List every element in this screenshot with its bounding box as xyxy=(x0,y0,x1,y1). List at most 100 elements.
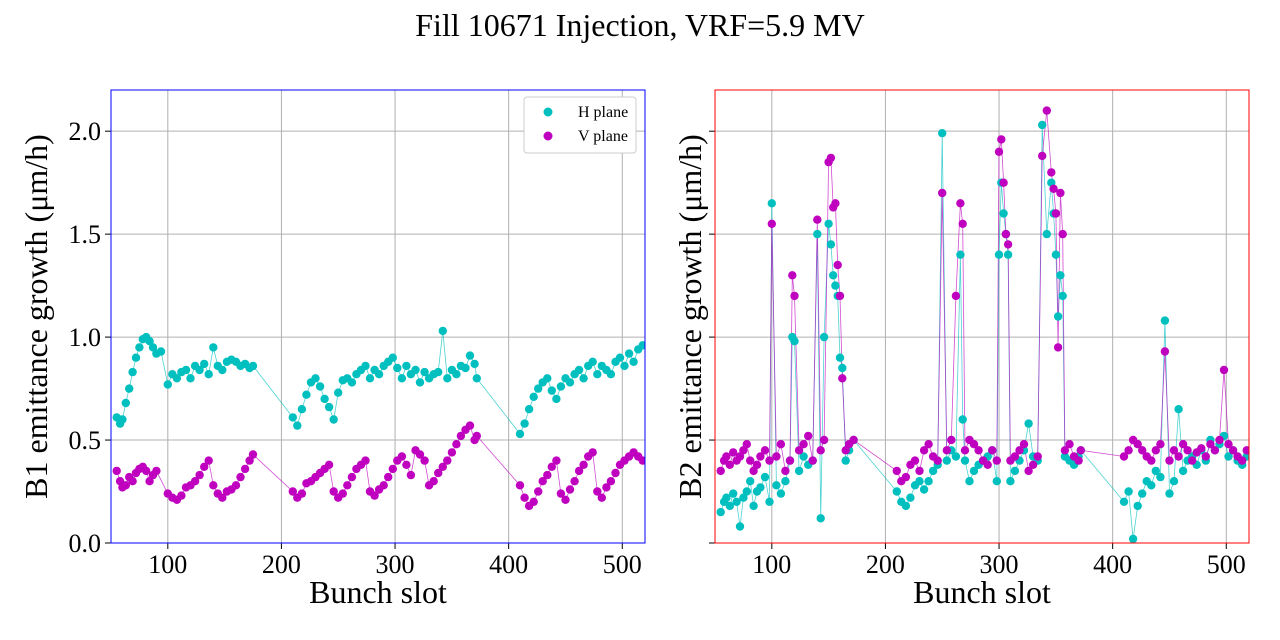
b1-h-plane-point xyxy=(452,370,461,379)
b1-h-plane-point xyxy=(209,343,218,352)
b2-h-plane-point xyxy=(732,497,741,506)
b2-v-plane-point xyxy=(1219,365,1229,375)
b2-h-plane-point xyxy=(742,487,751,496)
b2-v-plane-line xyxy=(720,110,1248,482)
b1-v-plane-point xyxy=(248,450,258,459)
b2-h-plane-point xyxy=(901,501,911,511)
b2-h-plane-point xyxy=(1151,466,1161,476)
b1-v-plane-point xyxy=(515,481,525,490)
b2-v-plane-point xyxy=(799,440,808,449)
b1-h-plane-point xyxy=(565,378,575,387)
b1-h-plane-point xyxy=(443,374,452,383)
b2-h-plane-point xyxy=(1160,316,1170,325)
b2-v-plane-point xyxy=(835,291,845,301)
b1-h-plane-point xyxy=(593,370,602,379)
b1-y-tick-label: 0.5 xyxy=(69,426,102,455)
b2-v-plane-point xyxy=(790,291,799,301)
b1-h-plane-point xyxy=(320,394,329,404)
b1-v-plane-point xyxy=(209,481,218,490)
b1-v-plane-point xyxy=(638,456,645,465)
b2-v-plane-point xyxy=(1169,446,1179,455)
b2-v-plane-point xyxy=(1049,184,1058,193)
b2-v-plane-point xyxy=(816,446,825,455)
b2-h-plane-point xyxy=(956,250,965,259)
b1-v-plane-point xyxy=(297,489,307,498)
b2-h-plane-point xyxy=(960,456,970,465)
b2-h-plane-point xyxy=(760,472,770,482)
b2-v-plane-point xyxy=(892,466,901,476)
b2-v-plane-point xyxy=(1051,209,1061,218)
b1-v-plane-point xyxy=(465,421,475,430)
b1-v-plane-point xyxy=(370,491,379,500)
b1-h-plane-point xyxy=(374,370,384,379)
b1-v-plane-point xyxy=(324,460,334,469)
b1-h-plane-point xyxy=(638,341,645,350)
b1-h-plane-point xyxy=(434,367,443,377)
b2-x-axis-label: Bunch slot xyxy=(913,574,1051,610)
b1-v-plane-point xyxy=(218,493,227,502)
b2-v-plane-point xyxy=(969,440,979,449)
b1-h-plane-point xyxy=(204,370,213,379)
b2-h-plane-point xyxy=(739,493,748,502)
b2-h-plane-point xyxy=(831,281,840,290)
b2-v-plane-point xyxy=(819,435,829,445)
b2-v-plane-point xyxy=(1010,452,1020,461)
b1-v-plane-point xyxy=(343,481,352,490)
b2-h-plane-point xyxy=(1003,250,1013,259)
b1-v-plane-point xyxy=(602,483,611,492)
b2-v-plane-point xyxy=(742,440,751,449)
b2-x-tick-label: 200 xyxy=(866,550,905,579)
b1-v-plane-point xyxy=(456,431,466,441)
b1-y-tick-label: 1.5 xyxy=(69,220,102,249)
b2-v-plane-point xyxy=(1058,229,1067,239)
b2-v-plane-point xyxy=(1147,456,1156,465)
b2-h-plane-point xyxy=(841,456,850,465)
b1-v-plane-point xyxy=(402,460,411,469)
b1-v-plane-point xyxy=(574,466,584,476)
b2-v-plane-point xyxy=(735,452,745,461)
b1-h-plane-point xyxy=(624,349,634,358)
b2-v-plane-point xyxy=(924,440,933,449)
b2-v-plane-point xyxy=(1238,456,1247,465)
b1-v-plane-point xyxy=(236,472,245,482)
b2-v-plane-point xyxy=(788,271,797,280)
b1-v-plane-point xyxy=(588,448,597,457)
b1-h-plane-point xyxy=(397,374,407,383)
b1-v-plane-point xyxy=(534,487,543,496)
b2-v-plane-point xyxy=(1138,446,1147,455)
b2-v-plane-point xyxy=(765,456,774,465)
b2-v-plane-point xyxy=(910,456,920,465)
b2-h-plane-point xyxy=(819,332,829,342)
b1-y-tick-label: 0.0 xyxy=(69,529,102,558)
b1-v-plane-point xyxy=(177,491,186,500)
b1-v-plane-point xyxy=(438,462,447,471)
b2-ticks: 100 200 300 400 500 xyxy=(709,130,1246,579)
b1-v-plane-point xyxy=(347,472,357,482)
b2-v-plane-point xyxy=(1124,446,1133,455)
b1-h-plane-point xyxy=(529,392,538,401)
b2-h-plane-point xyxy=(729,489,738,498)
b2-x-tick-label: 100 xyxy=(752,550,791,579)
b1-v-plane-point xyxy=(434,468,443,478)
b2-v-plane-point xyxy=(725,460,734,469)
b2-h-plane-point xyxy=(1119,497,1129,506)
b2-h-plane-point xyxy=(716,507,725,517)
b1-h-plane-point xyxy=(515,429,525,439)
b1-v-plane-point xyxy=(195,470,204,480)
b1-v-plane-point xyxy=(112,466,121,476)
b2-v-plane-point xyxy=(1042,106,1052,115)
b2-h-plane-point xyxy=(1024,419,1033,428)
b2-h-plane-point xyxy=(813,229,822,239)
b1-h-plane-point xyxy=(470,359,479,369)
b1-x-tick-label: 400 xyxy=(489,550,528,579)
b2-series-points xyxy=(716,106,1249,543)
b2-v-plane-point xyxy=(1053,343,1063,352)
b1-v-plane-point xyxy=(593,487,602,496)
b1-v-plane-point xyxy=(520,493,529,502)
b1-h-plane-point xyxy=(415,378,425,387)
b1-v-plane-point xyxy=(204,456,213,465)
b2-h-plane-point xyxy=(1042,229,1052,239)
b1-h-plane-point xyxy=(420,367,429,377)
b2-y-axis-label: B2 emittance growth (μm/h) xyxy=(672,134,708,499)
b2-v-plane-point xyxy=(956,199,965,208)
